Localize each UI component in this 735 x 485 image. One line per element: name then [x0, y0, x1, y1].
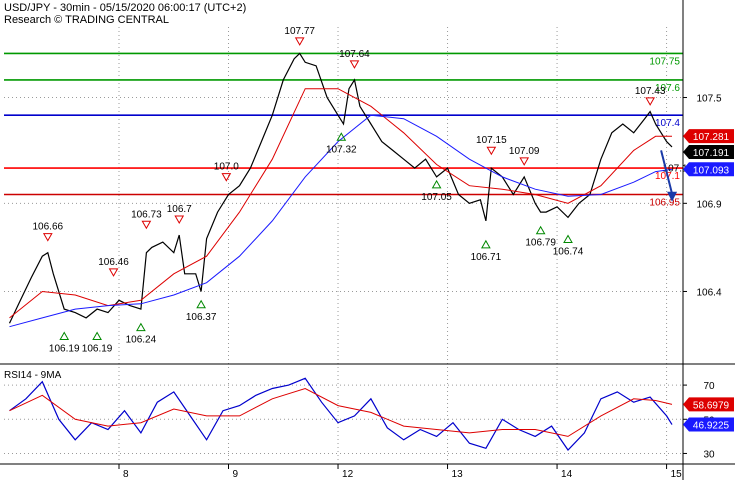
- high-marker: [221, 173, 232, 182]
- low-label: 106.79: [525, 238, 556, 249]
- low-label: 106.71: [471, 252, 502, 263]
- rsi-series-1: [9, 387, 673, 437]
- high-label: 106.73: [131, 209, 162, 220]
- price-value-tag-label: 107.191: [693, 148, 730, 159]
- low-label: 106.74: [553, 247, 584, 258]
- low-marker: [136, 322, 146, 332]
- price-series-2: [9, 114, 673, 328]
- level-label: 107.75: [649, 56, 680, 67]
- high-label: 107.0: [214, 162, 239, 173]
- high-marker: [141, 220, 152, 230]
- low-label: 106.37: [186, 312, 217, 323]
- chart-source: Research © TRADING CENTRAL: [4, 14, 169, 26]
- level-label: 107.4: [655, 118, 680, 129]
- day-tick-label: 9: [233, 469, 239, 480]
- price-series-1: [9, 88, 672, 319]
- day-tick-label: 8: [123, 469, 129, 480]
- day-tick-label: 13: [452, 469, 464, 480]
- high-label: 106.7: [167, 204, 192, 215]
- price-label: 107.16: [663, 163, 694, 174]
- forecast-arrow-line: [660, 150, 674, 195]
- high-marker: [294, 37, 305, 46]
- day-tick-label: 14: [561, 469, 573, 480]
- high-marker: [174, 215, 185, 225]
- rsi-tick-label: 30: [703, 449, 715, 460]
- day-tick-label: 15: [671, 469, 683, 480]
- price-tick-label: 106.9: [696, 199, 721, 210]
- high-marker: [349, 60, 360, 69]
- rsi-value-tag-label: 46.9225: [693, 421, 730, 432]
- low-marker: [59, 331, 70, 340]
- low-label: 107.05: [421, 192, 452, 203]
- low-marker: [196, 299, 206, 309]
- high-marker: [42, 233, 53, 242]
- rsi-value-tag: [683, 397, 734, 412]
- rsi-value-tag-label: 58.6979: [693, 400, 730, 411]
- chart-title: USD/JPY - 30min - 05/15/2020 06:00:17 (U…: [4, 2, 246, 14]
- low-marker: [431, 179, 442, 189]
- high-label: 107.09: [509, 146, 540, 157]
- low-marker: [92, 331, 102, 340]
- price-tick-label: 106.4: [696, 287, 721, 298]
- low-marker: [563, 234, 573, 244]
- high-marker: [486, 146, 497, 156]
- low-label: 107.32: [326, 144, 357, 155]
- high-label: 107.64: [339, 49, 370, 60]
- high-marker: [108, 268, 119, 277]
- day-tick-label: 12: [342, 469, 354, 480]
- rsi-panel-title: RSI14 - 9MA: [4, 370, 62, 381]
- price-tick-label: 107.5: [696, 94, 721, 105]
- price-value-tag: [683, 162, 734, 177]
- low-marker: [535, 225, 546, 235]
- rsi-tick-label: 70: [703, 381, 715, 392]
- forecast-arrow-head: [667, 191, 678, 202]
- high-label: 106.66: [33, 222, 64, 233]
- low-marker: [481, 239, 491, 249]
- low-label: 106.19: [82, 344, 113, 355]
- low-marker: [336, 132, 347, 141]
- high-label: 106.46: [98, 257, 129, 268]
- rsi-value-tag: [683, 417, 734, 432]
- high-label: 107.43: [635, 86, 666, 97]
- price-value-tag: [683, 145, 734, 160]
- high-label: 107.15: [476, 135, 507, 146]
- price-value-tag: [683, 129, 734, 144]
- level-label: 106.95: [649, 198, 680, 209]
- low-label: 106.19: [49, 344, 80, 355]
- rsi-series-0: [9, 377, 673, 451]
- level-label: 107.6: [655, 83, 680, 94]
- price-value-tag-label: 107.281: [693, 132, 730, 143]
- low-label: 106.24: [126, 335, 157, 346]
- price-value-tag-label: 107.093: [693, 165, 730, 176]
- high-marker: [645, 97, 656, 106]
- high-marker: [519, 157, 530, 166]
- high-label: 107.77: [284, 26, 315, 37]
